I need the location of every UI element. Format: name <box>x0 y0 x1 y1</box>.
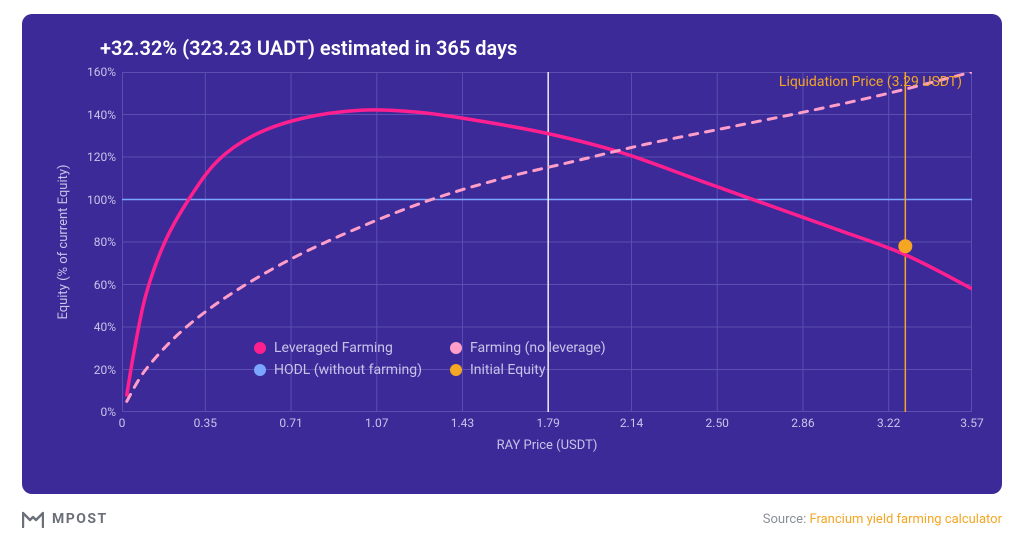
legend-item-leveraged-farming: Leveraged Farming <box>254 340 422 356</box>
mpost-logo-icon <box>22 510 44 528</box>
chart-legend: Leveraged Farming Farming (no leverage) … <box>254 340 606 378</box>
y-tick-label: 160% <box>87 65 116 79</box>
x-tick-label: 0.71 <box>279 416 302 430</box>
x-tick-label: 3.22 <box>877 416 900 430</box>
x-axis-label: RAY Price (USDT) <box>122 438 972 453</box>
legend-label: Farming (no leverage) <box>470 340 606 356</box>
y-tick-label: 20% <box>94 363 116 377</box>
x-tick-label: 2.50 <box>706 416 729 430</box>
legend-dot <box>450 342 462 354</box>
legend-dot <box>254 364 266 376</box>
y-axis-label: Equity (% of current Equity) <box>56 72 76 412</box>
chart-card: +32.32% (323.23 UADT) estimated in 365 d… <box>22 14 1002 494</box>
legend-label: HODL (without farming) <box>274 362 422 378</box>
source-link[interactable]: Francium yield farming calculator <box>809 512 1002 527</box>
y-tick-label: 100% <box>87 193 116 207</box>
y-tick-label: 140% <box>87 108 116 122</box>
legend-label: Leveraged Farming <box>274 340 393 356</box>
x-tick-label: 0 <box>119 416 126 430</box>
x-tick-label: 2.14 <box>620 416 643 430</box>
x-tick-label: 0.35 <box>194 416 217 430</box>
legend-item-initial-equity: Initial Equity <box>450 362 606 378</box>
mpost-logo: MPOST <box>22 510 108 528</box>
y-tick-label: 120% <box>87 150 116 164</box>
footer: MPOST Source: Francium yield farming cal… <box>22 504 1002 534</box>
y-tick-label: 60% <box>94 278 116 292</box>
y-tick-label: 0% <box>100 405 116 419</box>
y-axis-ticks: 0%20%40%60%80%100%120%140%160% <box>82 72 122 412</box>
chart-title: +32.32% (323.23 UADT) estimated in 365 d… <box>100 36 517 60</box>
legend-label: Initial Equity <box>470 362 546 378</box>
x-tick-label: 1.79 <box>536 416 559 430</box>
legend-dot <box>254 342 266 354</box>
legend-item-hodl: HODL (without farming) <box>254 362 422 378</box>
x-tick-label: 2.86 <box>791 416 814 430</box>
y-tick-label: 40% <box>94 320 116 334</box>
legend-dot <box>450 364 462 376</box>
source-prefix: Source: <box>763 512 810 527</box>
logo-text: MPOST <box>52 511 108 527</box>
x-tick-label: 1.07 <box>365 416 388 430</box>
liquidation-price-label: Liquidation Price (3.29 USDT) <box>779 74 962 90</box>
legend-item-farming-no-leverage: Farming (no leverage) <box>450 340 606 356</box>
source-attribution: Source: Francium yield farming calculato… <box>763 512 1002 527</box>
y-tick-label: 80% <box>94 235 116 249</box>
x-axis-ticks: 00.350.711.071.431.792.142.502.863.223.5… <box>122 414 972 434</box>
x-tick-label: 3.57 <box>960 416 983 430</box>
x-tick-label: 1.43 <box>451 416 474 430</box>
